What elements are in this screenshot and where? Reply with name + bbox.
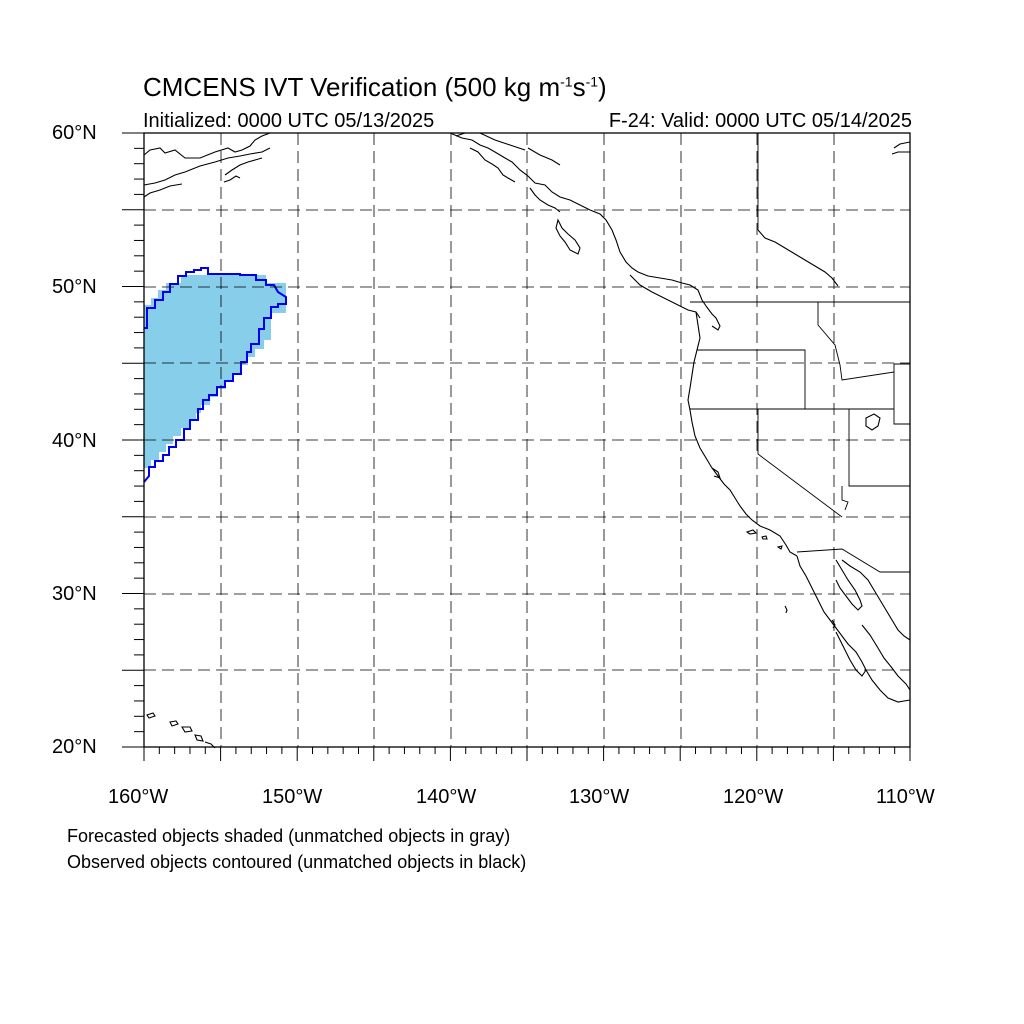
lat-label-50n: 50°N: [52, 276, 97, 298]
lat-label-30n: 30°N: [52, 583, 97, 605]
coastlines: [143, 132, 911, 749]
lat-label-60n: 60°N: [52, 122, 97, 144]
map-title: CMCENS IVT Verification (500 kg m-1s-1): [143, 72, 607, 102]
lat-label-40n: 40°N: [52, 430, 97, 452]
forecast-object: [144, 275, 286, 468]
axis-ticks: [122, 132, 911, 761]
caption-forecast: Forecasted objects shaded (unmatched obj…: [67, 826, 511, 846]
political-borders: [690, 133, 910, 573]
lon-label-110w: 110°W: [876, 786, 935, 808]
initialized-time: Initialized: 0000 UTC 05/13/2025: [143, 110, 435, 132]
lon-label-150w: 150°W: [262, 786, 323, 808]
caption-observed: Observed objects contoured (unmatched ob…: [67, 852, 527, 872]
grid-lines: [144, 133, 910, 747]
lon-label-140w: 140°W: [416, 786, 477, 808]
map-frame: [143, 132, 911, 748]
lon-label-160w: 160°W: [108, 786, 169, 808]
lat-label-20n: 20°N: [52, 736, 97, 758]
lon-label-120w: 120°W: [723, 786, 784, 808]
valid-time: F-24: Valid: 0000 UTC 05/14/2025: [608, 110, 912, 132]
lon-label-130w: 130°W: [569, 786, 630, 808]
observed-contour: [143, 267, 287, 483]
